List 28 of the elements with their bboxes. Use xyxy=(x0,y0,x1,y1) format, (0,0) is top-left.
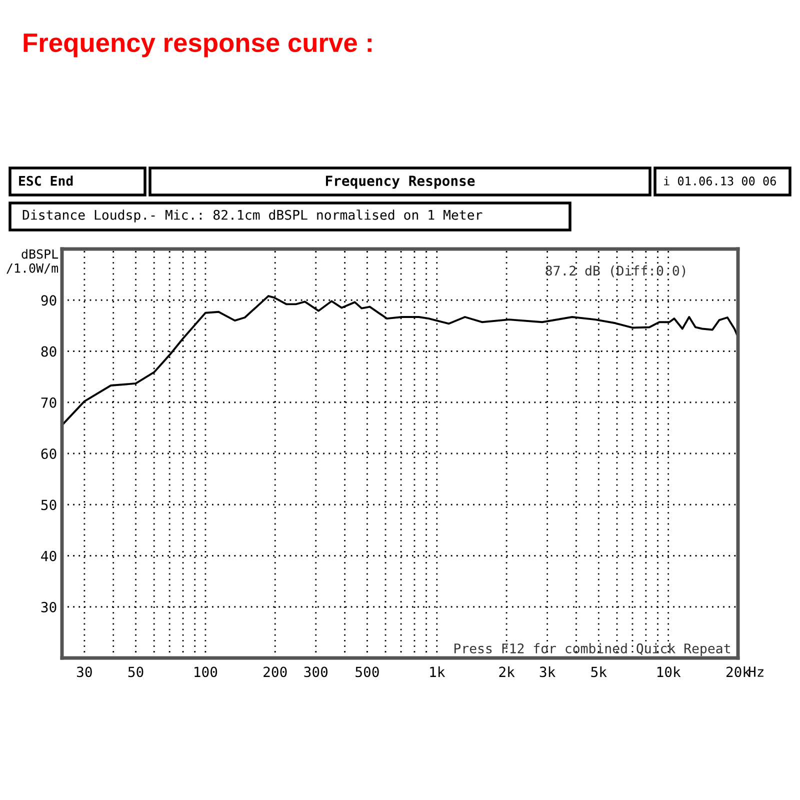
x-tick-label: 20k xyxy=(726,666,750,678)
annotation: 87.2 dB (Diff:0.0) xyxy=(546,265,686,278)
x-tick-label: 5k xyxy=(591,666,607,678)
y-tick-label: 40 xyxy=(41,550,56,562)
x-tick-label: 300 xyxy=(304,666,328,678)
x-axis-title: Hz xyxy=(748,666,764,677)
y-axis-title: dBSPL /1.0W/m xyxy=(6,249,58,274)
text: i 01.06.13 00 06 xyxy=(664,176,776,186)
y-tick-label: 70 xyxy=(41,397,56,408)
x-tick-label: 200 xyxy=(264,666,287,678)
y-tick-label: 30 xyxy=(41,602,56,612)
x-tick-label: 3k xyxy=(540,666,556,678)
y-tick-label: 80 xyxy=(41,346,56,357)
x-tick-label: 10k xyxy=(657,666,681,678)
y-tick-label: 90 xyxy=(41,295,56,306)
text: Distance Loudsp.- Mic.: 82.1cm dBSPL normalised on 1 Meter xyxy=(22,210,482,222)
x-tick-label: 50 xyxy=(128,666,144,678)
x-tick-label: 1k xyxy=(430,666,446,677)
annotation: Press F12 for combined Quick Repeat xyxy=(454,643,730,656)
chart-title: Frequency response curve : xyxy=(24,34,372,58)
y-tick-label: 60 xyxy=(41,448,56,460)
x-tick-label: 500 xyxy=(356,666,379,678)
x-tick-label: 30 xyxy=(76,666,92,678)
text: ESC End xyxy=(19,176,73,186)
x-tick-label: 2k xyxy=(499,666,515,677)
y-tick-label: 50 xyxy=(41,500,56,510)
chart-subtitle: Frequency Response xyxy=(326,176,475,189)
x-tick-label: 100 xyxy=(194,666,218,678)
